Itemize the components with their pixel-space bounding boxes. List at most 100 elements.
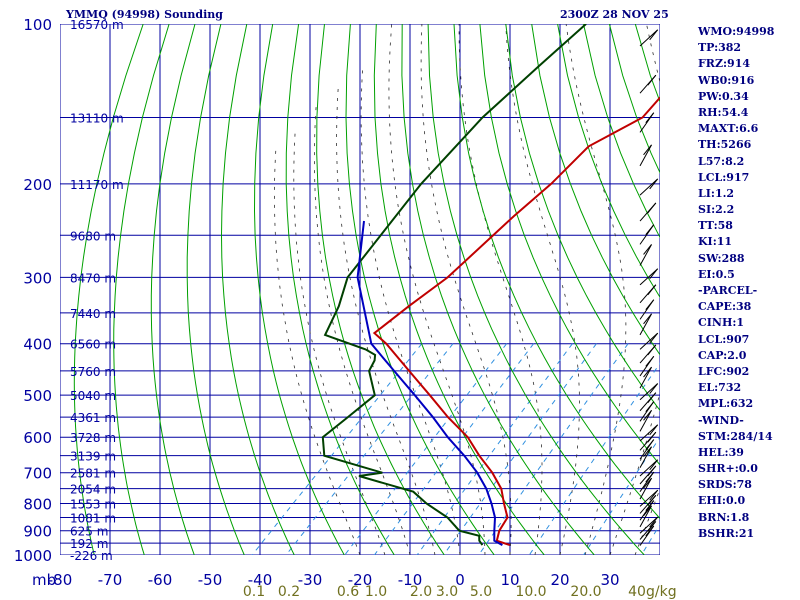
height-label: 4361 m xyxy=(70,411,116,425)
wind-barb-flag xyxy=(649,383,659,394)
wind-barb-flag xyxy=(649,29,659,41)
pressure-tick-label: 300 xyxy=(23,269,52,287)
wind-barb-shaft xyxy=(639,178,659,196)
pressure-tick-label: 400 xyxy=(23,336,52,354)
wind-barb xyxy=(639,439,655,460)
wind-barb-flag xyxy=(647,392,657,404)
moist-adiabat-line xyxy=(360,65,461,555)
height-label: 3728 m xyxy=(70,431,116,445)
height-label: 5040 m xyxy=(70,389,116,403)
index-value: BSHR:21 xyxy=(698,526,755,540)
mixing-ratio-label: 3.0 xyxy=(436,584,458,600)
wind-barb-shaft xyxy=(639,516,659,534)
dry-adiabat-line xyxy=(583,24,660,239)
wind-barb-shaft xyxy=(639,477,652,500)
wind-barb-flag xyxy=(643,244,652,255)
wind-barb-flag xyxy=(645,471,655,483)
moist-adiabat-line xyxy=(273,146,361,555)
temperature-tick-label: -10 xyxy=(398,571,423,589)
dry-adiabat-line xyxy=(557,24,660,299)
y-axis-unit-label: mb xyxy=(32,571,56,589)
wind-barb xyxy=(639,500,655,521)
index-value: EHI:0.0 xyxy=(698,494,746,508)
temperature-tick-label: -60 xyxy=(148,571,173,589)
wind-barb xyxy=(639,489,659,507)
wind-barb-flag xyxy=(643,477,652,489)
height-label: 192 m xyxy=(70,537,108,551)
temperature-tick-label: -70 xyxy=(98,571,123,589)
dry-adiabat-line xyxy=(316,24,445,555)
pressure-tick-label: 500 xyxy=(23,387,52,405)
dry-adiabat-line xyxy=(453,24,660,520)
index-value: SW:288 xyxy=(698,251,745,265)
wind-barb xyxy=(639,344,657,364)
dry-adiabat-line xyxy=(345,24,495,555)
dry-adiabat-line xyxy=(401,24,595,555)
wind-barb xyxy=(639,424,659,442)
wind-barb-flag xyxy=(649,178,659,190)
temperature-tick-label: -40 xyxy=(248,571,273,589)
wind-barb xyxy=(639,465,657,485)
height-label: 8470 m xyxy=(70,271,116,285)
wind-barb xyxy=(639,525,655,546)
dry-adiabat-line xyxy=(479,24,660,466)
height-label: 2581 m xyxy=(70,467,116,481)
height-label: 1081 m xyxy=(70,512,116,526)
temperature-tick-label: -20 xyxy=(348,571,373,589)
wind-barb-flag xyxy=(645,401,655,412)
wind-barb-flag xyxy=(649,424,659,436)
wind-barb-flag xyxy=(647,284,657,296)
wind-barb xyxy=(639,459,659,477)
moist-adiabat-line xyxy=(293,132,386,555)
wind-barb-flag xyxy=(645,439,655,450)
wind-barb xyxy=(639,355,655,377)
wind-barb-flag xyxy=(645,525,655,537)
index-value: KI:11 xyxy=(698,235,733,249)
height-label: 13110 m xyxy=(70,112,124,126)
moist-adiabat-line xyxy=(505,24,580,555)
indices-panel: WMO:94998 TP:382 FRZ:914 WB0:916 PW:0.34 RH:5… xyxy=(698,24,798,542)
wind-barb xyxy=(639,521,657,540)
pressure-tick-label: 900 xyxy=(23,523,52,541)
dry-adiabat-line xyxy=(73,24,144,555)
index-value: PW:0.34 xyxy=(698,89,749,103)
wind-barb-shaft xyxy=(639,268,659,286)
index-value: LCL:907 xyxy=(698,332,750,346)
mixing-ratio-unit-label: g/kg xyxy=(646,584,677,600)
wind-barb-flag xyxy=(647,431,657,443)
wind-barb-flag xyxy=(649,268,659,280)
index-value: CINH:1 xyxy=(698,316,745,330)
height-label: 5760 m xyxy=(70,365,116,379)
wind-barbs xyxy=(639,29,659,546)
wind-barb xyxy=(639,112,655,133)
pressure-tick-label: 1000 xyxy=(14,547,52,565)
sounding-time: 2300Z 28 NOV 25 xyxy=(560,8,669,21)
index-value: FRZ:914 xyxy=(698,57,751,71)
pressure-tick-label: 100 xyxy=(23,16,52,34)
wind-barb xyxy=(639,431,657,451)
wind-barb-shaft xyxy=(639,313,652,336)
height-label: 11170 m xyxy=(70,178,124,192)
pressure-tick-label: 700 xyxy=(23,465,52,483)
wind-barb xyxy=(639,299,655,320)
moist-adiabat-line xyxy=(388,24,486,555)
wind-barb xyxy=(639,284,657,304)
wind-barb xyxy=(639,244,652,266)
index-value: CAP:2.0 xyxy=(698,348,747,362)
wind-barb xyxy=(639,410,652,432)
index-value: MAXT:6.6 xyxy=(698,122,759,136)
pressure-tick-label: 600 xyxy=(23,429,52,447)
dry-adiabat-line xyxy=(186,24,245,555)
index-value: WMO:94998 xyxy=(698,25,775,38)
wind-barb-shaft xyxy=(639,489,659,507)
temperature-tick-label: 0 xyxy=(455,571,465,589)
temperature-tick-label: 30 xyxy=(600,571,619,589)
index-value: L57:8.2 xyxy=(698,154,745,168)
mixing-ratio-line xyxy=(640,523,660,555)
wind-barb-flag xyxy=(643,410,652,421)
mixing-ratio-label: 40 xyxy=(628,584,646,600)
wind-barb xyxy=(639,392,657,412)
wind-barb xyxy=(639,224,655,245)
wind-barb-flag xyxy=(645,500,655,511)
